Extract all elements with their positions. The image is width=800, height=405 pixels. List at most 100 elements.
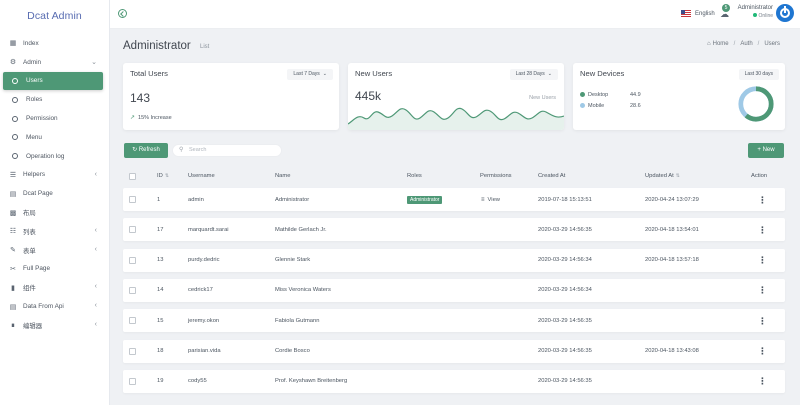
row-checkbox[interactable] — [129, 347, 136, 355]
sort-icon: ⇅ — [164, 173, 170, 179]
header-permissions: Permissions — [480, 173, 512, 179]
user-menu[interactable]: Administrator Online — [736, 5, 773, 19]
sidebar-item-operation-log[interactable]: Operation log — [0, 147, 109, 166]
sidebar-item-users[interactable]: Users — [3, 71, 103, 91]
sidebar-item-roles[interactable]: Roles — [0, 90, 109, 109]
refresh-button[interactable]: ↻ Refresh — [124, 143, 168, 158]
sidebar-item-11[interactable]: ✎ 表单 ‹ — [0, 241, 109, 260]
cell-name: Cordie Bosco — [275, 348, 310, 354]
circle-icon — [12, 115, 18, 122]
range-dropdown[interactable]: Last 28 Days ⌄ — [509, 69, 558, 80]
header-updated-at[interactable]: Updated At ⇅ — [645, 173, 680, 179]
table-icon: ☷ — [9, 228, 17, 236]
row-checkbox[interactable] — [129, 377, 136, 385]
sidebar-item-label: Admin — [23, 58, 42, 66]
layers-icon: ☰ — [9, 171, 17, 179]
cell-username: marquardt.sarai — [188, 226, 229, 233]
more-vertical-icon[interactable]: ⋮ — [758, 346, 767, 356]
sidebar-item-helpers[interactable]: ☰ Helpers ‹ — [0, 166, 109, 185]
sidebar-item-dcat-page[interactable]: ▤ Dcat Page — [0, 184, 109, 203]
sidebar-item-label: 布局 — [23, 210, 36, 218]
row-checkbox[interactable] — [129, 317, 136, 325]
breadcrumb-users: Users — [764, 41, 780, 47]
more-vertical-icon[interactable]: ⋮ — [758, 376, 767, 387]
sidebar-item-full-page[interactable]: ✂ Full Page — [0, 260, 109, 279]
edit-icon: ✎ — [10, 247, 16, 255]
cell-username: cody55 — [188, 378, 207, 385]
book-icon: ▮ — [11, 284, 15, 292]
sidebar-item-admin[interactable]: ⚙ Admin ⌄ — [0, 53, 109, 72]
select-all-checkbox[interactable] — [129, 172, 136, 180]
bell-icon[interactable]: ☁ — [720, 9, 729, 19]
cell-id: 18 — [157, 348, 164, 354]
breadcrumb-home[interactable]: Home — [712, 41, 729, 47]
chevron-left-icon: ‹ — [94, 170, 97, 178]
row-checkbox[interactable] — [129, 226, 136, 234]
more-vertical-icon[interactable]: ⋮ — [758, 194, 767, 205]
cell-created: 2020-03-29 14:56:35 — [538, 378, 592, 385]
new-button[interactable]: + New — [748, 143, 784, 158]
cell-created: 2020-03-29 14:56:35 — [538, 348, 592, 354]
us-flag-icon — [681, 10, 691, 17]
plus-icon: + — [757, 147, 763, 153]
cell-username: purdy.dedric — [188, 257, 220, 264]
sidebar-item-9[interactable]: ▩ 布局 — [0, 203, 109, 222]
online-dot-icon — [752, 13, 757, 17]
sidebar-item-menu[interactable]: Menu — [0, 128, 109, 147]
row-checkbox[interactable] — [129, 286, 136, 294]
cell-username: jeremy.okon — [188, 317, 220, 324]
range-dropdown[interactable]: Last 30 days — [738, 69, 779, 80]
sort-icon: ⇅ — [675, 173, 680, 179]
row-checkbox[interactable] — [129, 196, 136, 203]
sidebar-item-data-from-api[interactable]: ▤ Data From Api ‹ — [0, 297, 109, 316]
sidebar-item-15[interactable]: ∎ 编辑器 ‹ — [0, 316, 109, 335]
header-username: Username — [188, 173, 215, 179]
new-devices-card: New Devices Last 30 days Desktop 44.9 Mob… — [573, 63, 785, 130]
list-icon: ≡ — [481, 196, 485, 203]
more-vertical-icon[interactable]: ⋮ — [758, 224, 767, 235]
sidebar-item-label: Menu — [26, 133, 42, 141]
more-vertical-icon[interactable]: ⋮ — [758, 255, 767, 266]
header-created-at: Created At — [538, 173, 566, 179]
range-dropdown[interactable]: Last 7 Days ⌄ — [287, 69, 333, 80]
breadcrumb-auth[interactable]: Auth — [740, 41, 753, 47]
chevron-left-icon: ‹ — [94, 245, 97, 253]
language-switcher[interactable]: English — [681, 10, 715, 17]
permissions-view-link[interactable]: ≡ View — [481, 196, 500, 203]
grid-icon: ▩ — [9, 209, 17, 217]
home-icon: ⌂ — [707, 41, 711, 47]
sidebar-item-10[interactable]: ☷ 列表 ‹ — [0, 222, 109, 241]
circle-icon — [12, 96, 18, 103]
avatar[interactable] — [776, 4, 794, 22]
user-name: Administrator — [737, 5, 773, 11]
cell-username: admin — [188, 196, 204, 203]
chevron-left-icon: ‹ — [94, 320, 97, 328]
cell-updated: 2020-04-18 13:57:18 — [645, 257, 699, 264]
cell-created: 2020-03-29 14:56:35 — [538, 226, 592, 233]
card-title: New Users — [355, 69, 393, 78]
header-id[interactable]: ID ⇅ — [157, 173, 170, 179]
circle-icon — [12, 77, 18, 84]
more-vertical-icon[interactable]: ⋮ — [758, 285, 767, 296]
cell-id: 17 — [157, 226, 164, 233]
sidebar-item-index[interactable]: ▦ Index — [0, 34, 109, 53]
sidebar-item-permission[interactable]: Permission — [0, 109, 109, 128]
table-row: 17 marquardt.sarai Mathilde Gerlach Jr. 202… — [123, 218, 785, 242]
search-input[interactable]: ⚲ Search — [172, 144, 282, 157]
more-vertical-icon[interactable]: ⋮ — [758, 315, 767, 326]
cell-updated: 2020-04-24 13:07:29 — [645, 196, 699, 203]
circle-icon — [12, 153, 18, 160]
sidebar-item-label: Full Page — [23, 265, 50, 273]
sidebar-toggle-icon[interactable] — [118, 9, 127, 18]
sidebar-item-label: Index — [23, 39, 39, 47]
table-row: 13 purdy.dedric Glennie Stark 2020-03-29 14… — [123, 248, 785, 272]
cell-id: 15 — [157, 317, 164, 324]
sidebar-item-label: Roles — [26, 96, 43, 104]
row-checkbox[interactable] — [129, 256, 136, 264]
legend-item-mobile: Mobile 28.6 — [580, 100, 660, 111]
sidebar-item-13[interactable]: ▮ 组件 ‹ — [0, 278, 109, 297]
brand-logo[interactable]: Dcat Admin — [27, 10, 82, 22]
notification-badge: 5 — [722, 4, 730, 12]
trend-up-icon: ↗ — [130, 115, 136, 121]
sidebar-item-label: Data From Api — [23, 303, 64, 311]
